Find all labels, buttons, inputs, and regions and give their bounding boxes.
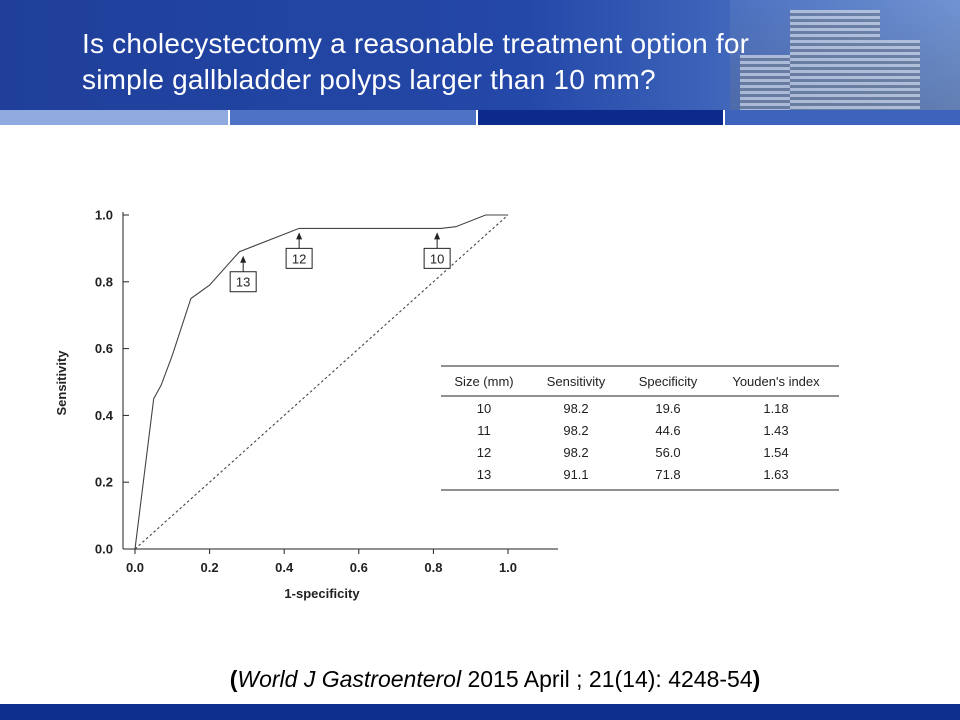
y-tick-label: 0.8 (95, 274, 113, 289)
annotation-label: 10 (430, 251, 444, 266)
y-tick-label: 0.4 (95, 408, 114, 423)
table-cell: 12 (477, 445, 491, 460)
x-tick-label: 0.4 (275, 560, 294, 575)
x-axis-label: 1-specificity (284, 586, 360, 601)
header-stripe-3 (478, 110, 723, 125)
table-cell: 10 (477, 401, 491, 416)
table-cell: 98.2 (563, 445, 588, 460)
table-cell: 56.0 (655, 445, 680, 460)
table-cell: 19.6 (655, 401, 680, 416)
y-tick-label: 0.0 (95, 542, 113, 557)
citation-details: 2015 April ; 21(14): 4248-54 (461, 666, 753, 692)
annotation-box (423, 247, 451, 269)
table-header-cell: Size (mm) (454, 374, 513, 389)
table-header-cell: Youden's index (732, 374, 820, 389)
citation: (World J Gastroenterol 2015 April ; 21(1… (0, 666, 960, 693)
x-tick-label: 0.0 (126, 560, 144, 575)
header-stripe-2 (230, 110, 476, 125)
x-tick-label: 0.8 (424, 560, 442, 575)
x-tick-label: 0.6 (350, 560, 368, 575)
header-stripe-4 (725, 110, 960, 125)
table-cell: 1.18 (763, 401, 788, 416)
table-header-cell: Sensitivity (547, 374, 606, 389)
x-tick-label: 0.2 (201, 560, 219, 575)
table-cell: 1.43 (763, 423, 788, 438)
table-cell: 44.6 (655, 423, 680, 438)
annotation-label: 12 (292, 251, 306, 266)
annotation-box (285, 247, 313, 269)
y-tick-label: 0.6 (95, 341, 113, 356)
footer-bar (0, 704, 960, 720)
x-tick-label: 1.0 (499, 560, 517, 575)
hospital-building-image (730, 0, 960, 110)
citation-journal: World J Gastroenterol (237, 666, 462, 692)
slide-header: Is cholecystectomy a reasonable treatmen… (0, 0, 960, 110)
citation-close-paren: ) (752, 666, 761, 692)
table-cell: 1.54 (763, 445, 788, 460)
slide-title-line-2: simple gallbladder polyps larger than 10… (82, 64, 656, 95)
reference-diagonal-line (134, 214, 509, 550)
table-cell: 91.1 (563, 467, 588, 482)
table-header-cell: Specificity (639, 374, 698, 389)
annotation-box (229, 271, 257, 293)
annotation-label: 13 (236, 275, 250, 290)
table-cell: 98.2 (563, 401, 588, 416)
y-axis-label: Sensitivity (54, 350, 69, 416)
table-cell: 11 (477, 423, 491, 438)
annotation-arrow-head (434, 232, 441, 240)
y-tick-label: 1.0 (95, 208, 113, 223)
table-cell: 1.63 (763, 467, 788, 482)
annotation-arrow-head (296, 232, 303, 240)
slide-title-line-1: Is cholecystectomy a reasonable treatmen… (82, 28, 750, 59)
annotation-arrow-head (240, 255, 247, 263)
table-cell: 98.2 (563, 423, 588, 438)
roc-curve-line (134, 214, 508, 550)
table-cell: 71.8 (655, 467, 680, 482)
slide-title: Is cholecystectomy a reasonable treatmen… (82, 26, 902, 98)
citation-open-paren: ( (229, 666, 238, 692)
header-stripe-1 (0, 110, 228, 125)
table-cell: 13 (477, 467, 491, 482)
y-tick-label: 0.2 (95, 475, 113, 490)
